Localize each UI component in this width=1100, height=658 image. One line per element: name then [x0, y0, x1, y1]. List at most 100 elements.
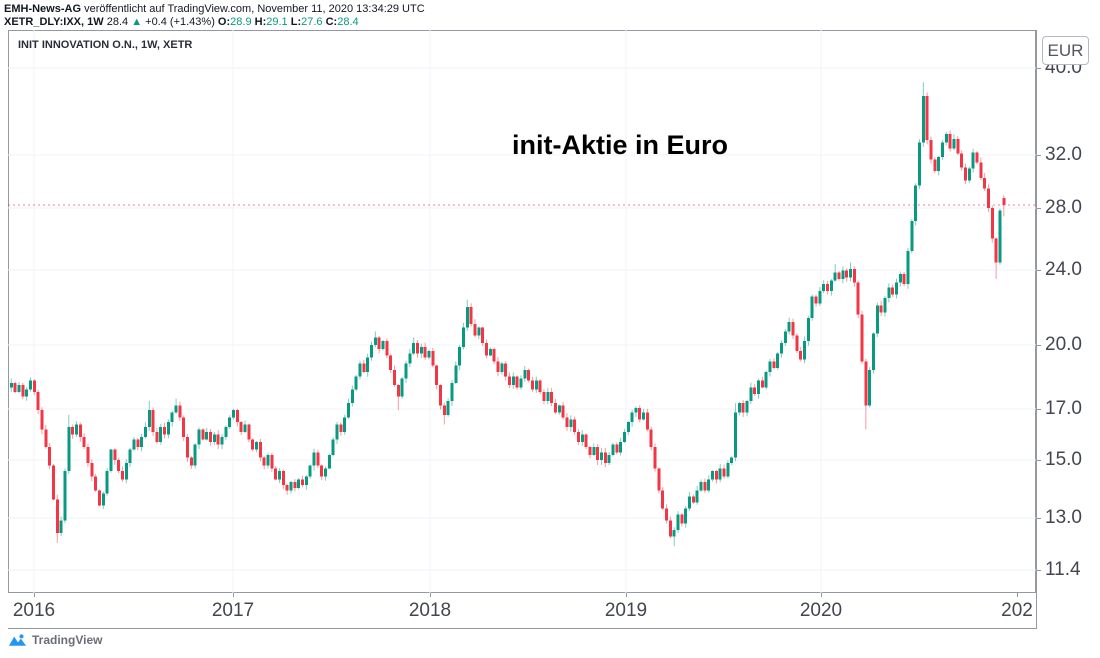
candle-down: [262, 457, 266, 466]
tradingview-attribution[interactable]: TradingView: [8, 633, 102, 647]
candle-up: [634, 407, 638, 413]
candle-down: [469, 307, 473, 324]
candle-up: [170, 412, 174, 423]
candle-down: [36, 391, 40, 411]
candle-up: [59, 520, 63, 534]
last-price: 28.4: [106, 16, 129, 28]
candle-down: [32, 380, 36, 392]
candle-down: [423, 347, 427, 358]
candle-up: [446, 400, 450, 415]
candle-down: [772, 361, 776, 368]
candle-up: [806, 318, 810, 342]
currency-unit-button[interactable]: EUR: [1042, 36, 1089, 65]
price-axis-label: 24.0: [1045, 259, 1082, 280]
candle-down: [258, 442, 262, 458]
time-axis-tick: [626, 593, 627, 597]
candle-up: [308, 465, 312, 477]
candle-down: [657, 468, 661, 491]
candle-up: [940, 142, 944, 158]
candle-down: [251, 439, 255, 450]
candle-up: [193, 444, 197, 466]
candle-down: [155, 431, 159, 443]
candle-up: [350, 389, 354, 404]
candle-up: [297, 479, 301, 488]
candle-up: [998, 210, 1002, 263]
price-axis[interactable]: 40.0 32.0 28.0 24.0 20.0 17.0 15.0 13.0 11.4: [1036, 30, 1100, 593]
candle-down: [293, 482, 297, 488]
candle-up: [224, 427, 228, 437]
candle-down: [576, 431, 580, 443]
candle-down: [542, 391, 546, 401]
candle-up: [684, 508, 688, 524]
candle-up: [917, 142, 921, 186]
candle-down: [714, 471, 718, 480]
candle-up: [500, 363, 504, 373]
candle-up: [128, 449, 132, 463]
candle-up: [366, 357, 370, 373]
candle-up: [523, 369, 527, 379]
candle-down: [760, 380, 764, 388]
candle-up: [312, 452, 316, 466]
candle-up: [630, 412, 634, 423]
price-chart-plot[interactable]: [8, 30, 1036, 593]
candle-up: [458, 347, 462, 366]
candle-up: [898, 273, 902, 283]
candle-up: [642, 412, 646, 420]
candle-up: [289, 482, 293, 491]
candle-up: [914, 185, 918, 221]
price-axis-tick: [1036, 68, 1041, 69]
candle-down: [1002, 197, 1006, 205]
candle-down: [956, 138, 960, 154]
candle-up: [63, 471, 67, 521]
candle-down: [316, 452, 320, 466]
candle-up: [695, 490, 699, 503]
candle-down: [117, 460, 121, 472]
candle-down: [431, 351, 435, 366]
candle-down: [21, 385, 25, 397]
candle-up: [611, 444, 615, 455]
candle-down: [588, 447, 592, 455]
candle-up: [711, 471, 715, 480]
candle-up: [730, 457, 734, 463]
candle-up: [324, 468, 328, 477]
candle-down: [396, 385, 400, 397]
candle-up: [17, 385, 21, 392]
candle-up: [688, 496, 692, 509]
candle-up: [803, 341, 807, 360]
candle-down: [438, 385, 442, 406]
candle-down: [71, 427, 75, 435]
candle-up: [872, 333, 875, 370]
candle-down: [645, 412, 649, 430]
candle-down: [668, 520, 672, 537]
price-axis-label: 20.0: [1045, 334, 1082, 355]
candle-up: [232, 410, 236, 418]
candle-down: [948, 134, 952, 149]
chart-plot-frame: [8, 30, 1036, 593]
candle-down: [852, 268, 856, 283]
candle-down: [481, 327, 485, 344]
candle-up: [887, 287, 891, 299]
candle-up: [304, 476, 308, 485]
candle-up: [734, 412, 738, 458]
candle-up: [868, 369, 872, 406]
candle-down: [837, 272, 841, 280]
candle-up: [143, 427, 147, 437]
candle-down: [136, 439, 140, 448]
candle-down: [615, 444, 619, 453]
candle-down: [239, 422, 243, 432]
candle-down: [596, 447, 600, 461]
chart-annotation-title: init-Aktie in Euro: [512, 130, 728, 160]
candle-down: [281, 471, 285, 485]
candle-up: [109, 449, 113, 472]
candle-down: [649, 429, 653, 448]
candle-down: [496, 361, 500, 373]
candle-down: [94, 476, 98, 491]
candle-down: [51, 465, 55, 500]
candle-down: [653, 447, 657, 469]
publisher-name: EMH-News-AG: [4, 3, 82, 15]
price-axis-label: 15.0: [1045, 449, 1082, 470]
candle-up: [833, 272, 837, 281]
candle-up: [519, 378, 523, 388]
candle-down: [151, 410, 155, 432]
time-axis[interactable]: 2016 2017 2018 2019 2020 202: [8, 593, 1036, 629]
